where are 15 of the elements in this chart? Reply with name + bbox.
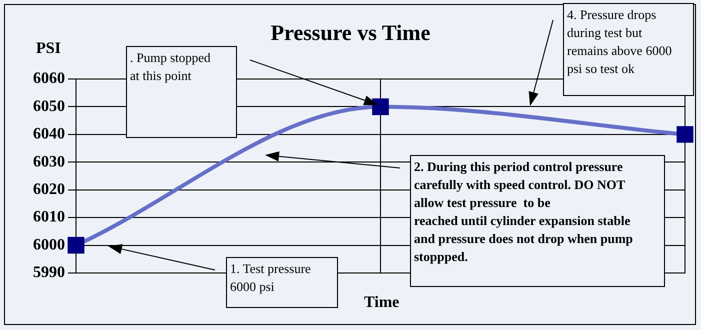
y-tick-label: 6030 xyxy=(33,153,65,170)
x-axis-title: Time xyxy=(364,294,400,312)
chart-title: Pressure vs Time xyxy=(270,20,430,45)
callout-box: . Pump stopped at this point xyxy=(126,46,237,138)
callout-box: 1. Test pressure 6000 psi xyxy=(226,257,338,308)
y-tick-label: 6020 xyxy=(33,181,65,198)
y-tick-label: 6060 xyxy=(33,70,65,88)
callout-box: 4. Pressure drops during test but remains above 6000 psi so test ok xyxy=(563,3,694,96)
y-tick-label: 6040 xyxy=(33,126,65,143)
y-tick-label: 6000 xyxy=(33,236,65,254)
y-tick-label: 6050 xyxy=(33,98,65,115)
y-tick-label: 5990 xyxy=(33,264,65,282)
y-tick-label: 6010 xyxy=(33,208,65,226)
y-axis-title: PSI xyxy=(36,40,61,58)
callout-box: 2. During this period control pressure carefully with speed control. DO NOT allow test pressure to be reached until cylinder expansion stable and pressure does not drop when pump stoppped. xyxy=(410,155,665,287)
